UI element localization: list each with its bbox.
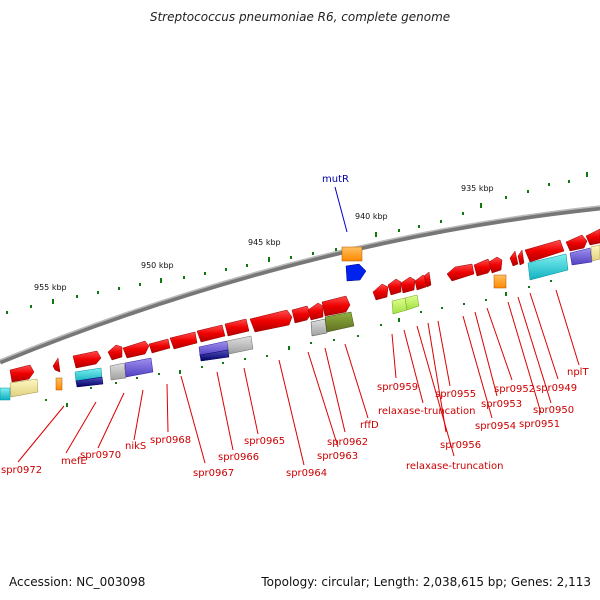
gene-arrow [400, 276, 416, 294]
topology-text: Topology: circular; Length: 2,038,615 bp… [261, 575, 591, 589]
mutation-marker-blue [345, 263, 367, 282]
gene-label-spr0949: spr0949 [536, 383, 577, 394]
leader-lines [17, 289, 580, 466]
mutation-marker-orange [341, 246, 363, 262]
tick-label-945: 945 kbp [248, 238, 281, 247]
gene-label-spr0950: spr0950 [533, 405, 574, 416]
gene-arrow [249, 309, 293, 333]
gene-label-spr0953: spr0953 [481, 399, 522, 410]
gene-arrow [169, 331, 198, 350]
gene-arrow [52, 357, 61, 373]
gene-label-spr0964: spr0964 [286, 468, 327, 479]
genome-backbone [0, 205, 600, 365]
gene-arrow [509, 250, 519, 267]
gene-label-spr0966: spr0966 [218, 452, 259, 463]
gene-label-spr0968: spr0968 [150, 435, 191, 446]
gene-label-nplt: nplT [567, 367, 589, 378]
gene-label-relaxase-truncation-2: relaxase-truncation [406, 461, 503, 472]
gene-arrow [446, 263, 475, 282]
tick-ring [6, 172, 588, 314]
gene-label-spr0955: spr0955 [435, 389, 476, 400]
gene-arrow [524, 239, 565, 263]
gene-arrow [517, 249, 525, 266]
tick-label-935: 935 kbp [461, 184, 494, 193]
gene-label-spr0959: spr0959 [377, 382, 418, 393]
gene-label-relaxase-truncation: relaxase-truncation [378, 406, 475, 417]
gene-arrow [122, 340, 150, 359]
gene-label-spr0970: spr0970 [80, 450, 121, 461]
gene-label-spr0956: spr0956 [440, 440, 481, 451]
tick-label-950: 950 kbp [141, 261, 174, 270]
gene-arrow [148, 338, 171, 354]
gene-arrow [307, 302, 324, 321]
gene-label-spr0954: spr0954 [475, 421, 516, 432]
gene-label-mefe: mefE [61, 456, 87, 467]
tick-label-940: 940 kbp [355, 212, 388, 221]
gene-arrow [72, 350, 102, 369]
gene-arrow [372, 283, 389, 301]
gene-arrow [565, 234, 588, 252]
gene-label-spr0967: spr0967 [193, 468, 234, 479]
inner-tick-ring [2, 280, 552, 407]
gene-arrow [9, 364, 35, 383]
gene-label-spr0951: spr0951 [519, 419, 560, 430]
gene-label-spr0965: spr0965 [244, 436, 285, 447]
gene-arrow [321, 295, 351, 317]
gene-labels: spr0972 mefE spr0970 nikS spr0968 spr096… [1, 367, 589, 479]
gene-arrow [423, 271, 432, 288]
gene-arrow [488, 256, 503, 274]
gene-arrow [585, 228, 600, 246]
tick-label-955: 955 kbp [34, 283, 67, 292]
gene-arrow [224, 318, 250, 337]
gene-label-niks: nikS [125, 441, 146, 452]
gene-label-spr0963: spr0963 [317, 451, 358, 462]
gene-label-rffd: rffD [360, 420, 379, 431]
gene-arrow [473, 258, 493, 277]
gene-arrow [107, 344, 123, 361]
gene-label-spr0972: spr0972 [1, 465, 42, 476]
gene-arrow [196, 324, 226, 343]
map-title: Streptococcus pneumoniae R6, complete ge… [149, 10, 451, 24]
annotation-track [0, 244, 600, 401]
gene-track [9, 228, 600, 383]
gene-label-spr0952: spr0952 [494, 384, 535, 395]
mutation-label-mutr: mutR [322, 174, 349, 185]
gene-arrow [291, 305, 312, 324]
gene-label-spr0962: spr0962 [327, 437, 368, 448]
accession-text: Accession: NC_003098 [9, 575, 146, 589]
gene-arrow [387, 278, 402, 296]
